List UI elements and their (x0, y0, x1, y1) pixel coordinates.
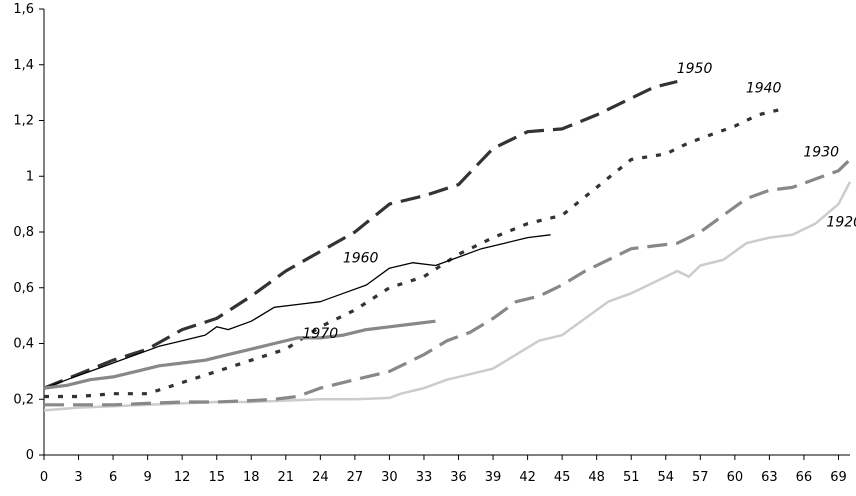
y-tick-label: 0,2 (13, 392, 34, 407)
x-tick-label: 33 (416, 470, 433, 485)
x-tick-label: 18 (243, 470, 260, 485)
series-labels: 1920 1930 1940 1950 1960 1970 (303, 61, 856, 342)
y-tick-label: 1,2 (13, 114, 34, 129)
series-lines (43, 79, 852, 412)
x-tick-label: 69 (830, 470, 847, 485)
y-tick-label: 0,8 (13, 225, 34, 240)
x-tick-label: 48 (588, 470, 605, 485)
x-tick-label: 66 (796, 470, 813, 485)
x-tick-label: 27 (347, 470, 364, 485)
x-tick-label: 24 (312, 470, 329, 485)
x-tick-label: 9 (143, 470, 151, 485)
series-label-1970: 1970 (303, 326, 339, 342)
y-tick-label: 1,6 (13, 2, 34, 17)
y-tick-label: 1,4 (13, 58, 34, 73)
x-tick-label: 0 (40, 470, 48, 485)
y-tick-label: 0 (26, 448, 34, 463)
x-tick-label: 3 (74, 470, 82, 485)
series-label-1920: 1920 (826, 214, 856, 230)
x-tick-label: 15 (208, 470, 225, 485)
series-label-1950: 1950 (677, 61, 713, 77)
series-line-1950 (43, 79, 678, 390)
series-line-1960 (43, 234, 551, 389)
x-tick-label: 6 (109, 470, 117, 485)
x-tick-label: 57 (692, 470, 709, 485)
x-tick-label: 63 (761, 470, 778, 485)
x-tick-label: 30 (381, 470, 398, 485)
y-tick-label: 1 (26, 169, 34, 184)
series-label-1960: 1960 (343, 251, 379, 267)
x-tick-label: 39 (485, 470, 502, 485)
y-axis: 0 0,2 0,4 0,6 0,8 1 1,2 1,4 1,6 (13, 2, 45, 463)
x-tick-label: 12 (174, 470, 191, 485)
series-label-1940: 1940 (746, 81, 782, 97)
x-tick-label: 54 (657, 470, 674, 485)
x-tick-label: 36 (450, 470, 467, 485)
series-line-1940 (44, 107, 782, 399)
x-tick-label: 51 (623, 470, 640, 485)
series-line-1920 (43, 181, 852, 412)
series-line-1970 (43, 319, 436, 390)
x-tick-label: 21 (278, 470, 295, 485)
x-axis: 0 3 6 9 12 15 18 21 24 27 30 33 36 39 42 45 48 51 54 57 60 63… (40, 454, 850, 485)
y-tick-label: 0,4 (13, 337, 34, 352)
x-tick-label: 42 (519, 470, 536, 485)
y-tick-label: 0,6 (13, 281, 34, 296)
x-tick-label: 45 (554, 470, 571, 485)
series-line-1930 (44, 158, 852, 407)
series-label-1930: 1930 (803, 145, 839, 161)
x-tick-label: 60 (727, 470, 744, 485)
